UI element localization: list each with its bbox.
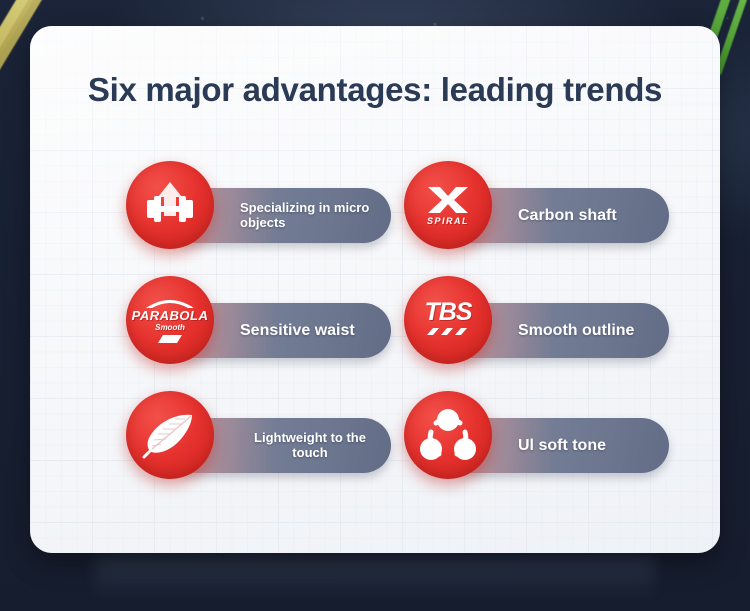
card-reflection: [95, 556, 655, 598]
feature-label: Smooth outline: [518, 321, 635, 339]
three-node-network-icon: [404, 391, 492, 479]
logo-maintext: TBS: [424, 298, 473, 326]
feature-label: Sensitive waist: [240, 321, 355, 339]
logo-subtext: SPIRAL: [426, 216, 469, 226]
feature-item-lightweight[interactable]: Lightweight to the touch: [126, 391, 401, 506]
dumbbell-arrow-icon: [126, 161, 214, 249]
feather-icon: [126, 391, 214, 479]
page-title: Six major advantages: leading trends: [87, 71, 663, 108]
feature-label: Lightweight to the touch: [254, 429, 366, 460]
feature-item-smooth-outline[interactable]: Smooth outline TBS: [404, 276, 679, 391]
feature-label: Carbon shaft: [518, 206, 617, 224]
feature-item-ui-soft-tone[interactable]: Ul soft tone: [404, 391, 679, 506]
x-spiral-logo-icon: SPIRAL: [404, 161, 492, 249]
logo-subtext: Smooth: [155, 323, 185, 332]
parabola-smooth-logo-icon: PARABOLA Smooth: [126, 276, 214, 364]
feature-label: Specializing in micro objects: [240, 199, 370, 230]
tbs-logo-icon: TBS: [404, 276, 492, 364]
advantages-card: Six major advantages: leading trends Spe…: [30, 26, 720, 553]
feature-item-sensitive-waist[interactable]: Sensitive waist PARABOLA Smooth: [126, 276, 401, 391]
feature-item-carbon-shaft[interactable]: Carbon shaft SPIRAL: [404, 161, 679, 276]
feature-item-specializing[interactable]: Specializing in micro objects: [126, 161, 401, 276]
feature-label: Ul soft tone: [518, 436, 606, 454]
parabola-tail-glyph: [158, 335, 182, 343]
features-grid: Specializing in micro objects: [126, 161, 669, 506]
x-glyph: [428, 187, 468, 213]
parabola-arc-glyph: [146, 300, 194, 308]
logo-maintext: PARABOLA: [131, 308, 209, 323]
tbs-dash-glyph: [427, 328, 467, 335]
